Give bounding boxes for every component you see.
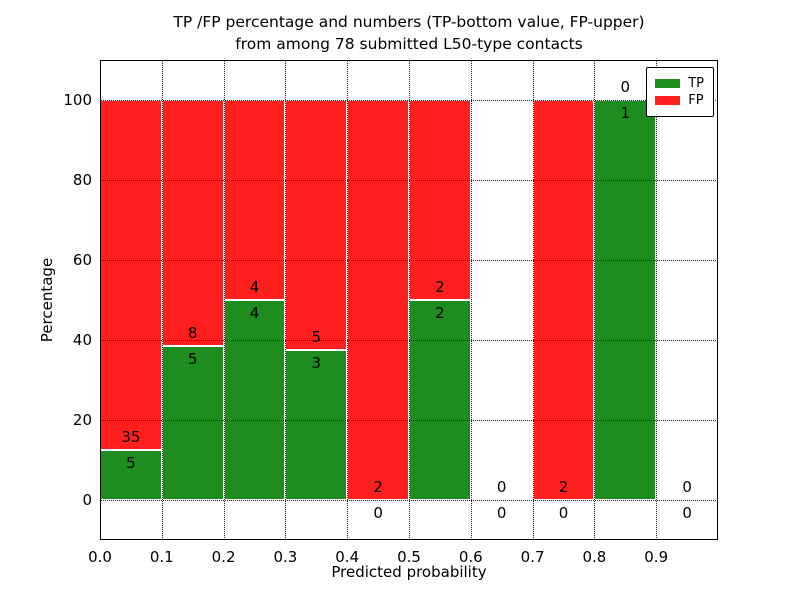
bar-segment-fp	[532, 100, 595, 500]
legend-item-fp: FP	[655, 93, 704, 108]
tp-legend-label: TP	[688, 76, 704, 91]
x-axis-label: Predicted probability	[331, 563, 487, 581]
plot-area: 0 20 40 60 80 100 0.0 0.1 0.2 0.3 0.4 0.5 0.6 0.7 0.8 0…	[63, 60, 718, 566]
bar-segment-tp	[594, 100, 657, 500]
y-axis-label: Percentage	[38, 257, 56, 343]
y-tick-label: 0	[82, 491, 92, 509]
legend: TP FP	[646, 67, 714, 117]
bar-segment-tp	[223, 300, 286, 500]
bar-segment-tp	[161, 346, 224, 500]
bar-segment-fp	[223, 100, 286, 300]
tp-legend-swatch	[655, 79, 681, 88]
y-tick-label: 100	[63, 91, 92, 109]
chart-title: TP /FP percentage and numbers (TP-bottom…	[100, 11, 718, 55]
bar-segment-fp	[100, 100, 162, 450]
chart-title-line1: TP /FP percentage and numbers (TP-bottom…	[173, 13, 645, 31]
bar-segment-fp	[347, 100, 409, 500]
y-tick-label: 80	[72, 171, 92, 189]
fp-legend-swatch	[655, 96, 681, 105]
bars-layer	[100, 60, 718, 540]
bar-segment-fp	[161, 100, 224, 347]
bar-segment-tp	[100, 450, 162, 500]
fp-legend-label: FP	[688, 93, 704, 108]
chart-title-line2: from among 78 submitted L50-type contact…	[235, 35, 583, 53]
bar-segment-tp	[285, 350, 348, 500]
bar-segment-fp	[409, 100, 471, 300]
bar-segment-tp	[409, 300, 471, 500]
bar-segment-fp	[285, 100, 348, 350]
legend-item-tp: TP	[655, 76, 704, 91]
y-tick-label: 20	[72, 411, 92, 429]
